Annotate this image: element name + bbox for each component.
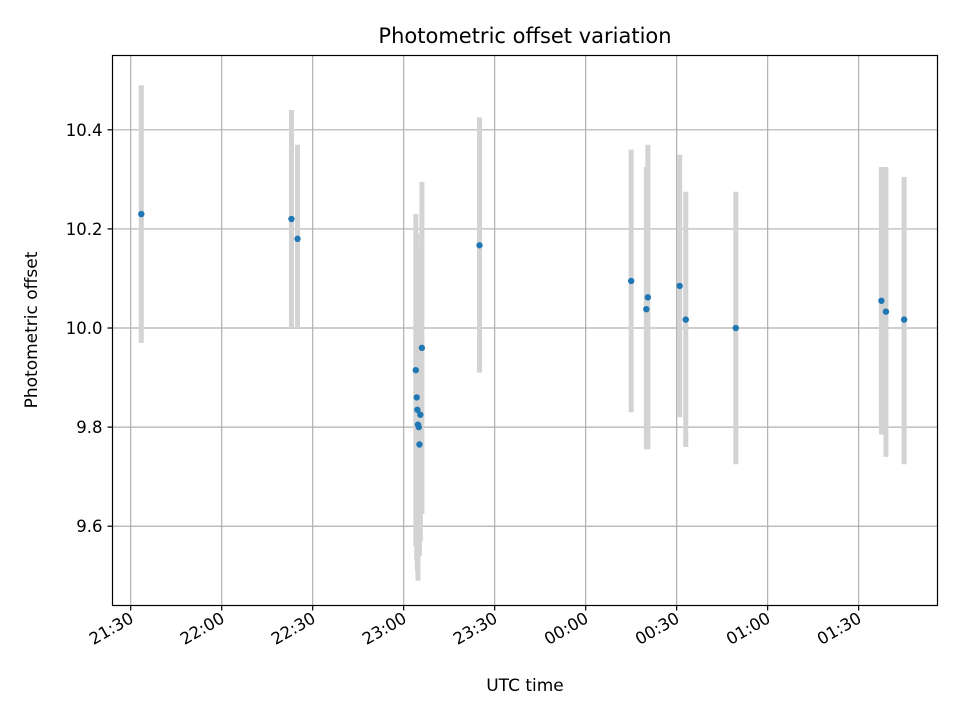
- data-point: [900, 316, 908, 323]
- y-tick-label: 9.8: [76, 418, 102, 437]
- data-point: [414, 406, 421, 413]
- data-point: [415, 423, 423, 431]
- data-point: [412, 366, 420, 374]
- data-point: [418, 344, 426, 352]
- data-point: [294, 235, 301, 243]
- data-point: [417, 411, 424, 418]
- data-point: [732, 324, 739, 332]
- y-axis-ticks: 9.6 9.8 10.0 10.2 10.4: [66, 121, 113, 536]
- y-tick-label: 10.4: [66, 121, 103, 140]
- chart-title: Photometric offset variation: [378, 24, 671, 48]
- data-point: [288, 215, 295, 223]
- data-point: [416, 441, 423, 448]
- data-point: [643, 305, 650, 313]
- y-tick-label: 9.6: [76, 517, 102, 536]
- data-point: [644, 294, 652, 301]
- data-point: [476, 242, 483, 249]
- data-point: [878, 297, 885, 304]
- plot-frame: [111, 54, 939, 607]
- grid: [112, 55, 938, 606]
- x-axis-label: UTC time: [486, 676, 564, 696]
- y-tick-label: 10.0: [66, 319, 103, 338]
- data-point: [138, 210, 145, 218]
- y-tick-label: 10.2: [66, 220, 103, 239]
- data-point: [627, 277, 635, 285]
- data-point: [676, 282, 683, 290]
- data-point: [413, 394, 420, 401]
- y-axis-label: Photometric offset: [22, 251, 42, 408]
- data-point: [682, 316, 689, 323]
- data-point: [882, 308, 890, 315]
- data-points: [138, 210, 908, 448]
